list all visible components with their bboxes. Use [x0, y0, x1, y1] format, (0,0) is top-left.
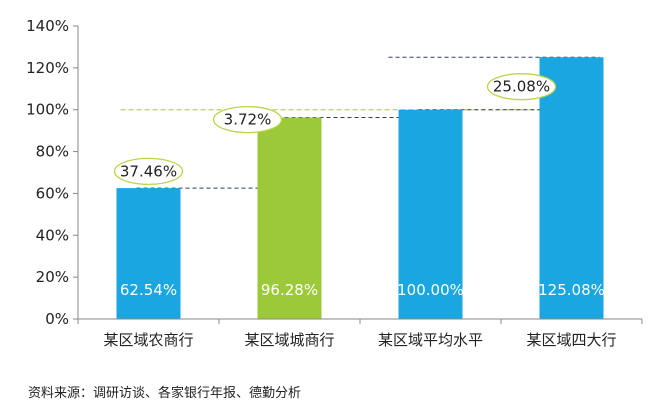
gap-ellipse	[486, 73, 557, 101]
source-note: 资料来源：调研访谈、各家银行年报、德勤分析	[28, 386, 302, 401]
bar-value-label: 125.08%	[538, 281, 605, 299]
x-category-label: 某区域四大行	[526, 331, 616, 349]
bar	[257, 117, 322, 319]
bar	[539, 57, 604, 319]
bar	[116, 188, 181, 319]
bar-value-label: 62.54%	[120, 281, 177, 299]
y-tick-label: 0%	[45, 310, 69, 328]
bars: 62.54% 96.28% 100.00% 125.08%	[116, 57, 605, 319]
bar-value-label: 96.28%	[261, 281, 318, 299]
x-axis: 某区域农商行 某区域城商行 某区域平均水平 某区域四大行	[77, 318, 643, 349]
gap-ellipse	[212, 105, 283, 134]
gap-ellipse	[113, 157, 184, 186]
x-category-label: 某区域平均水平	[378, 331, 483, 349]
y-tick-label: 80%	[36, 143, 69, 161]
gap-label: 37.46%	[120, 162, 177, 180]
bar	[398, 109, 463, 319]
y-tick-label: 20%	[36, 268, 69, 286]
gap-label: 25.08%	[493, 78, 550, 96]
y-tick-label: 40%	[36, 226, 69, 244]
y-axis: 0% 20% 40% 60% 80% 100% 120% 140%	[26, 17, 79, 328]
y-tick-label: 100%	[26, 101, 69, 119]
y-tick-label: 140%	[26, 17, 69, 35]
x-category-label: 某区域农商行	[103, 331, 193, 349]
x-category-label: 某区域城商行	[244, 331, 334, 349]
gap-annotations: 37.46% 3.72% 25.08%	[113, 73, 557, 186]
bar-value-label: 100.00%	[397, 281, 464, 299]
y-tick-label: 120%	[26, 59, 69, 77]
y-tick-label: 60%	[36, 184, 69, 202]
gap-label: 3.72%	[224, 111, 272, 129]
